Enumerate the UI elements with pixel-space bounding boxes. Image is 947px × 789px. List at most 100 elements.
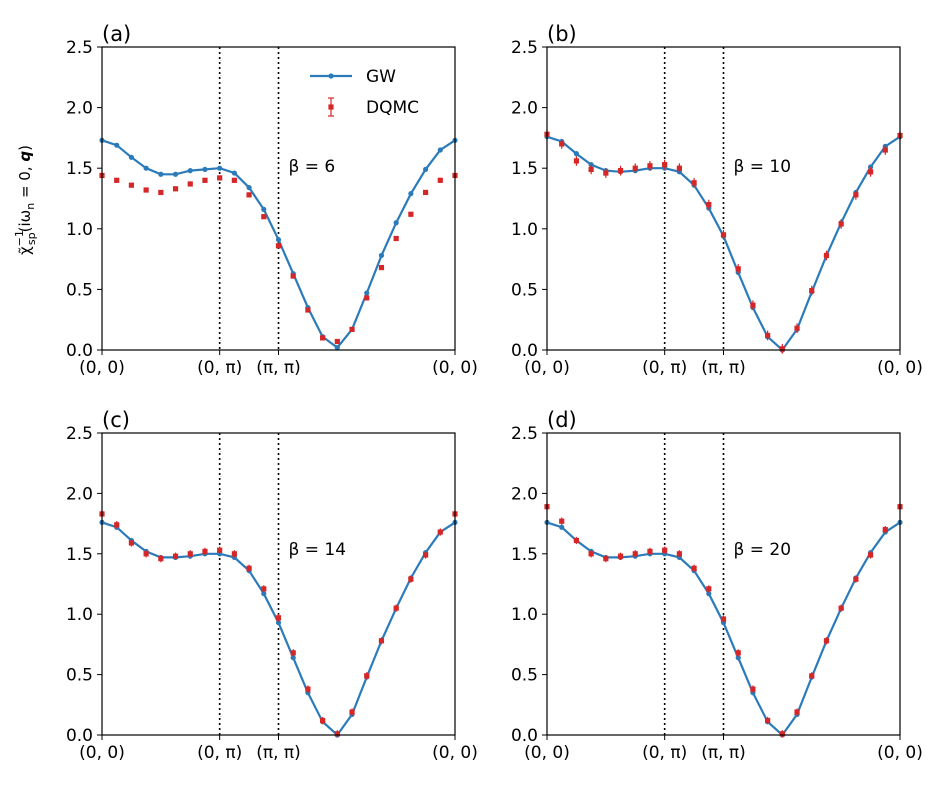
- dqmc-point-b-23: [882, 147, 888, 153]
- dqmc-point-d-16: [779, 731, 785, 737]
- gw-point-a-2: [128, 154, 135, 160]
- gw-point-a-9: [231, 170, 237, 176]
- ytick-label-c-4: 2.0: [66, 484, 93, 504]
- dqmc-point-c-18: [364, 673, 370, 679]
- ytick-label-a-0: 0.0: [66, 341, 93, 361]
- gw-point-a-12: [275, 237, 282, 243]
- dqmc-point-b-11: [706, 201, 712, 208]
- dqmc-point-d-6: [632, 551, 638, 557]
- dqmc-point-a-4: [158, 189, 164, 196]
- ylabel-chi: χ̃: [16, 246, 34, 255]
- legend-gw-marker: [328, 73, 334, 79]
- dqmc-point-d-11: [706, 586, 712, 592]
- dqmc-point-c-20: [393, 605, 399, 611]
- dqmc-point-a-6: [187, 181, 193, 187]
- dqmc-point-b-5: [617, 168, 624, 174]
- dqmc-point-a-2: [128, 182, 135, 188]
- xtick-label-c-1: (0, π): [197, 743, 242, 763]
- panel-label-a: (a): [102, 22, 131, 46]
- ytick-label-d-4: 2.0: [511, 484, 538, 504]
- gw-point-a-8: [217, 165, 223, 171]
- gw-point-a-16: [334, 344, 340, 351]
- xtick-label-b-0: (0, 0): [524, 358, 570, 378]
- ytick-label-d-1: 0.5: [511, 666, 538, 686]
- dqmc-point-d-22: [867, 552, 874, 558]
- dqmc-point-c-17: [349, 709, 355, 715]
- dqmc-point-a-17: [349, 326, 355, 332]
- dqmc-point-a-23: [437, 177, 443, 183]
- xtick-label-b-3: (0, 0): [877, 358, 923, 378]
- xtick-label-a-2: (π, π): [256, 358, 301, 378]
- dqmc-point-b-12: [720, 232, 727, 238]
- dqmc-point-c-4: [158, 556, 164, 562]
- gw-point-a-10: [246, 184, 252, 191]
- gw-point-a-7: [202, 166, 208, 173]
- dqmc-point-b-9: [676, 165, 682, 171]
- dqmc-point-d-10: [691, 565, 697, 571]
- gw-point-a-22: [422, 166, 429, 173]
- dqmc-point-d-7: [647, 548, 653, 554]
- panel-label-c: (c): [102, 408, 130, 432]
- gw-point-a-5: [172, 171, 179, 177]
- ytick-label-a-1: 0.5: [66, 280, 93, 300]
- dqmc-point-b-21: [853, 192, 859, 198]
- xtick-label-d-0: (0, 0): [524, 743, 570, 763]
- ytick-label-a-2: 1.0: [66, 220, 93, 240]
- dqmc-point-c-19: [378, 638, 385, 644]
- gw-point-a-3: [143, 165, 149, 171]
- ytick-label-d-2: 1.0: [511, 605, 538, 625]
- dqmc-point-b-6: [632, 165, 638, 171]
- ytick-label-b-0: 0.0: [511, 341, 538, 361]
- dqmc-point-b-7: [647, 163, 653, 169]
- ytick-label-b-4: 2.0: [511, 99, 538, 119]
- xtick-label-c-3: (0, 0): [432, 743, 478, 763]
- ylabel-close: ): [16, 145, 34, 151]
- dqmc-point-d-13: [735, 650, 741, 656]
- dqmc-point-d-4: [603, 556, 609, 562]
- ytick-label-c-1: 0.5: [66, 666, 93, 686]
- dqmc-point-a-16: [334, 338, 340, 345]
- ytick-label-d-5: 2.5: [511, 424, 538, 444]
- dqmc-point-c-6: [187, 551, 193, 557]
- gw-point-c-12: [275, 620, 282, 626]
- dqmc-point-d-2: [573, 537, 580, 544]
- ylabel-q: q: [16, 151, 34, 162]
- ytick-label-a-3: 1.5: [66, 159, 93, 179]
- xtick-label-a-0: (0, 0): [79, 358, 125, 378]
- gw-point-c-13: [290, 655, 296, 661]
- panel-a: 0.0 0.5 1.0 1.5 2.0 2.5 (0, 0) (0, π) (π, π) (0, …: [66, 22, 478, 378]
- xtick-label-a-1: (0, π): [197, 358, 242, 378]
- ylabel-sup: −1: [13, 230, 26, 246]
- dqmc-point-d-5: [617, 553, 624, 559]
- ylabel-n: n: [24, 203, 37, 210]
- gw-point-d-13: [735, 655, 741, 661]
- dqmc-point-c-11: [261, 586, 267, 592]
- ytick-label-c-3: 1.5: [66, 545, 93, 565]
- beta-annotation-a: β = 6: [289, 157, 336, 177]
- dqmc-point-a-11: [261, 214, 267, 220]
- dqmc-point-c-3: [143, 551, 149, 557]
- dqmc-point-a-3: [143, 187, 149, 193]
- dqmc-point-d-19: [823, 638, 830, 644]
- gw-point-a-20: [393, 220, 399, 226]
- dqmc-point-c-21: [408, 576, 414, 582]
- ytick-label-a-5: 2.5: [66, 38, 93, 58]
- dqmc-point-a-9: [231, 177, 237, 183]
- dqmc-point-a-19: [378, 264, 385, 271]
- ytick-label-b-1: 0.5: [511, 280, 538, 300]
- ytick-label-b-5: 2.5: [511, 38, 538, 58]
- ytick-label-d-0: 0.0: [511, 726, 538, 746]
- dqmc-point-c-8: [217, 547, 223, 553]
- xtick-label-a-3: (0, 0): [432, 358, 478, 378]
- dqmc-point-d-17: [794, 709, 800, 715]
- dqmc-point-b-15: [765, 332, 771, 339]
- dqmc-point-b-20: [838, 221, 844, 227]
- dqmc-point-c-10: [246, 565, 252, 571]
- dqmc-point-b-18: [809, 288, 815, 294]
- dqmc-point-a-5: [172, 186, 179, 192]
- panel-b: 0.0 0.5 1.0 1.5 2.0 2.5 (0, 0) (0, π) (π, π) (0, …: [511, 22, 923, 378]
- dqmc-point-c-12: [275, 615, 282, 621]
- gw-point-a-23: [437, 147, 443, 153]
- gw-point-a-18: [364, 290, 370, 296]
